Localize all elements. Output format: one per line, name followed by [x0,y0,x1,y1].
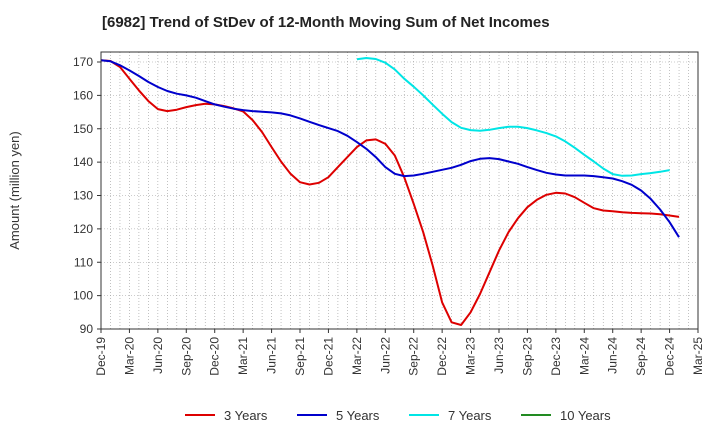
y-tick-label: 110 [74,255,93,269]
plot-area [101,52,698,329]
x-tick-label: Sep-21 [293,337,307,376]
y-tick-label: 130 [73,189,93,203]
x-tick-label: Jun-24 [606,337,620,374]
y-tick-label: 150 [73,122,93,136]
legend-label-5-years: 5 Years [336,408,380,423]
y-tick-label: 170 [73,55,93,69]
y-tick-label: 160 [73,88,93,102]
x-tick-label: Dec-24 [663,337,677,376]
x-tick-label: Dec-21 [321,337,335,376]
y-axis-title: Amount (million yen) [7,131,22,250]
y-tick-label: 140 [73,155,93,169]
y-tick-label: 90 [80,322,94,336]
y-tick-label: 120 [73,222,93,236]
x-tick-label: Sep-22 [407,337,421,376]
x-tick-label: Jun-21 [265,337,279,374]
x-tick-label: Mar-25 [691,337,705,375]
x-tick-label: Mar-24 [577,337,591,375]
x-tick-label: Dec-23 [549,337,563,376]
series-line-5-years [100,59,680,238]
x-tick-label: Dec-19 [94,337,108,376]
chart-title: [6982] Trend of StDev of 12-Month Moving… [102,14,550,31]
x-tick-label: Mar-20 [122,337,136,375]
series-line-3-years [100,59,680,326]
series-line-7-years [356,57,670,177]
plot-frame [100,51,699,330]
x-tick-label: Mar-23 [464,337,478,375]
x-tick-label: Mar-22 [350,337,364,375]
x-tick-label: Dec-22 [435,337,449,376]
x-tick-label: Jun-20 [151,337,165,374]
x-tick-label: Jun-23 [492,337,506,374]
x-tick-label: Sep-20 [179,337,193,376]
x-tick-label: Sep-24 [634,337,648,376]
x-tick-label: Sep-23 [520,337,534,376]
legend-label-7-years: 7 Years [448,408,492,423]
legend-label-10-years: 10 Years [560,408,611,423]
x-tick-label: Dec-20 [208,337,222,376]
x-tick-label: Jun-22 [378,337,392,374]
x-tick-label: Mar-21 [236,337,250,375]
legend-label-3-years: 3 Years [224,408,268,423]
y-tick-label: 100 [73,289,93,303]
